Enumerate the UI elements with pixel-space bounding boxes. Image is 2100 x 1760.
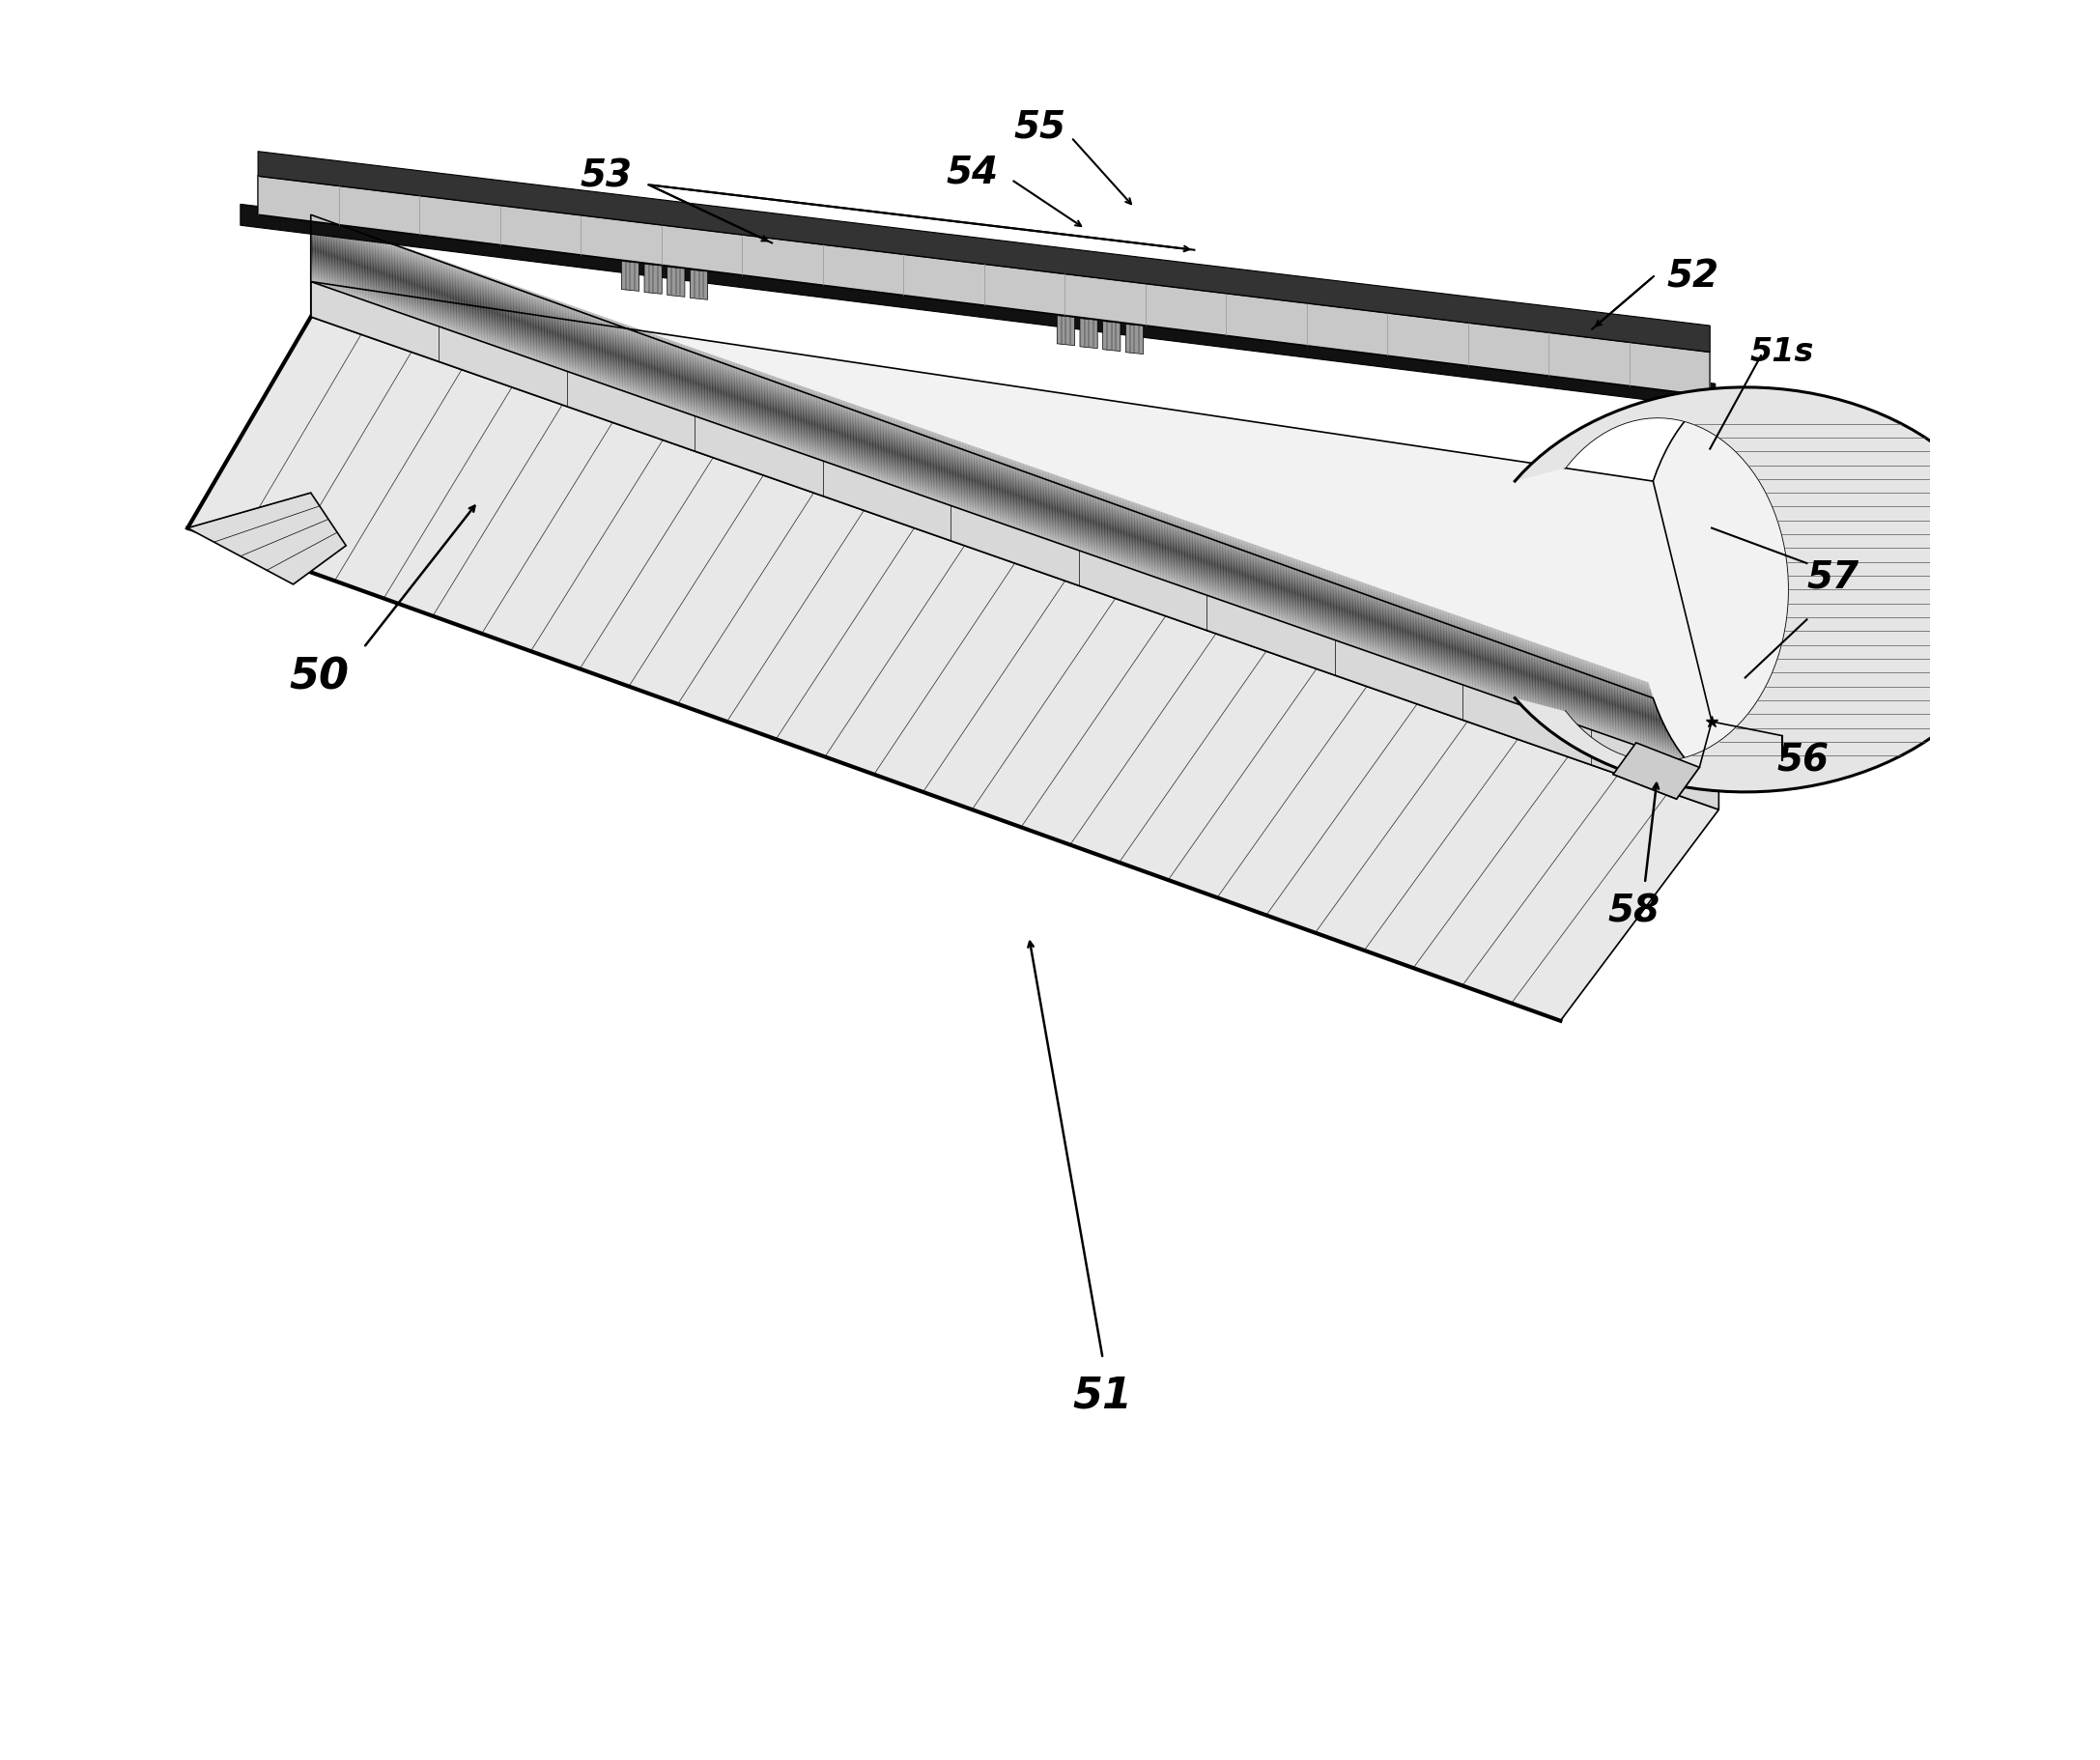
Polygon shape (1102, 322, 1121, 352)
Polygon shape (258, 176, 1709, 396)
Polygon shape (1613, 743, 1699, 799)
Text: 55: 55 (1014, 109, 1065, 144)
Text: 51: 51 (1073, 1375, 1132, 1417)
Polygon shape (1079, 319, 1098, 348)
Polygon shape (187, 317, 1718, 1021)
Polygon shape (1056, 315, 1075, 345)
Text: 52: 52 (1665, 259, 1718, 294)
Polygon shape (622, 260, 638, 290)
Text: 50: 50 (290, 656, 349, 699)
Text: 58: 58 (1609, 894, 1661, 929)
Text: 51s: 51s (1749, 336, 1814, 368)
Polygon shape (187, 493, 346, 584)
Text: 57: 57 (1808, 560, 1859, 595)
Polygon shape (239, 204, 1716, 408)
Polygon shape (1126, 324, 1142, 354)
Polygon shape (311, 215, 1854, 792)
Polygon shape (645, 264, 662, 294)
Polygon shape (668, 268, 685, 297)
Polygon shape (1514, 387, 2018, 792)
Text: 53: 53 (580, 158, 632, 194)
Text: 56: 56 (1777, 743, 1829, 778)
Text: 54: 54 (947, 155, 1000, 190)
Polygon shape (691, 269, 708, 299)
Polygon shape (258, 151, 1709, 352)
Polygon shape (311, 282, 1718, 810)
